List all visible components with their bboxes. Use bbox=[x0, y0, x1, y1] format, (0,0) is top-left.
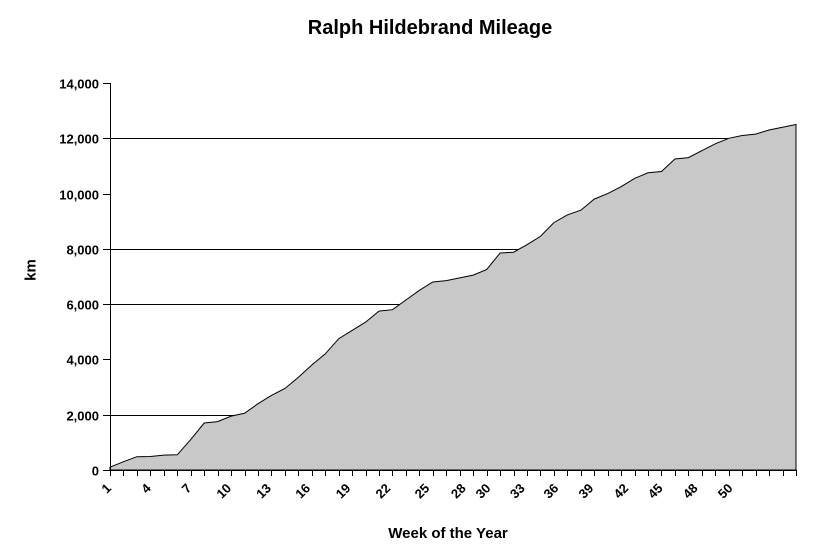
y-tick-label: 8,000 bbox=[66, 243, 99, 258]
x-tick-label: 25 bbox=[412, 481, 433, 502]
x-tick-label: 1 bbox=[98, 481, 114, 497]
x-axis-title: Week of the Year bbox=[388, 525, 508, 542]
x-tick-label: 30 bbox=[473, 481, 494, 502]
y-tick-label: 0 bbox=[92, 464, 99, 479]
y-tick-label: 6,000 bbox=[66, 298, 99, 313]
x-tick-label: 4 bbox=[138, 480, 154, 496]
chart-title: Ralph Hildebrand Mileage bbox=[307, 17, 553, 39]
x-tick-label: 22 bbox=[372, 481, 393, 502]
x-tick-label: 33 bbox=[507, 481, 528, 502]
x-tick-label: 36 bbox=[541, 481, 562, 502]
y-tick-label: 12,000 bbox=[59, 132, 99, 147]
x-tick-label: 19 bbox=[333, 481, 354, 502]
x-tick-label: 16 bbox=[292, 481, 313, 502]
x-tick-label: 45 bbox=[645, 481, 666, 502]
y-tick-label: 4,000 bbox=[66, 353, 99, 368]
x-tick-label: 39 bbox=[576, 481, 597, 502]
y-tick-label: 10,000 bbox=[59, 188, 99, 203]
y-tick-label: 2,000 bbox=[66, 409, 99, 424]
x-tick-label: 50 bbox=[715, 481, 736, 502]
y-tick-label: 14,000 bbox=[59, 77, 99, 92]
x-tick-label: 7 bbox=[179, 481, 195, 497]
x-tick-label: 42 bbox=[611, 481, 632, 502]
x-tick-label: 28 bbox=[448, 481, 469, 502]
area-series bbox=[109, 123, 797, 471]
x-tick-label: 13 bbox=[253, 481, 274, 502]
x-tick-label: 10 bbox=[213, 481, 234, 502]
x-tick-label: 48 bbox=[680, 481, 701, 502]
